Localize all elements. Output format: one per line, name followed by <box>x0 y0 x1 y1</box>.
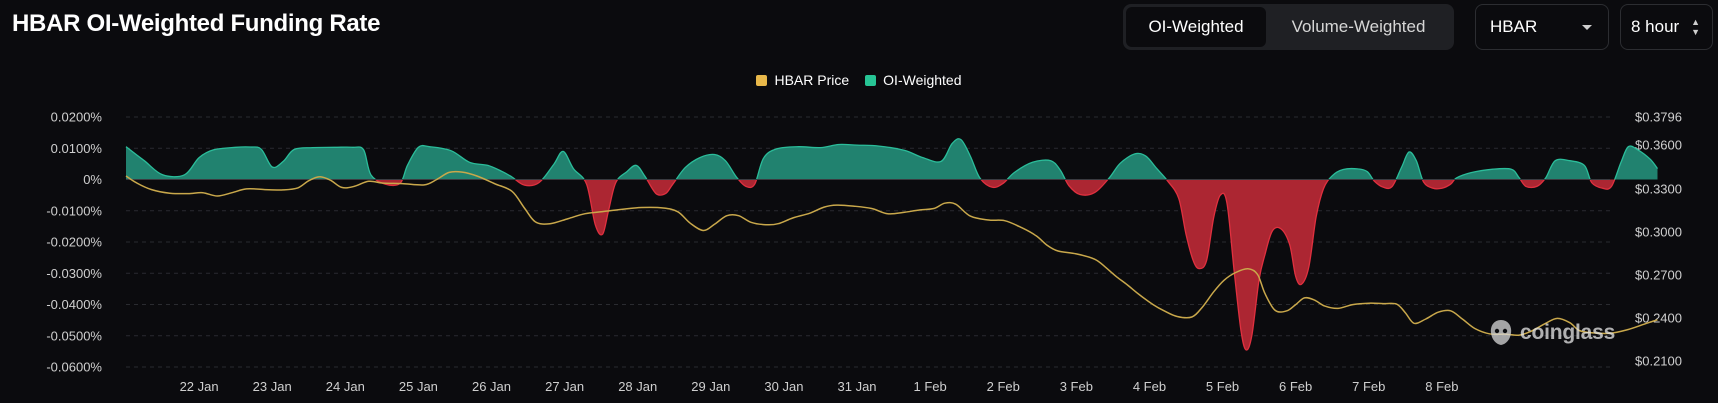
legend-swatch-oi <box>865 74 877 86</box>
funding-negative-area <box>126 179 1658 350</box>
watermark-text: coinglass <box>1520 321 1616 344</box>
x-tick-label: 8 Feb <box>1425 379 1458 394</box>
volume-weighted-tab[interactable]: Volume-Weighted <box>1291 17 1426 36</box>
x-tick-label: 22 Jan <box>180 379 219 394</box>
x-tick-label: 3 Feb <box>1060 379 1093 394</box>
funding-negative-line <box>374 179 1616 351</box>
x-tick-label: 27 Jan <box>545 379 584 394</box>
legend-label-price: HBAR Price <box>774 72 850 88</box>
interval-select-value: 8 hour <box>1631 17 1680 36</box>
y-left-tick-label: -0.0200% <box>46 235 102 250</box>
funding-positive-line <box>125 138 1659 180</box>
y-right-tick-label: $0.2100 <box>1635 354 1682 369</box>
y-right-tick-label: $0.3300 <box>1635 182 1682 197</box>
y-left-tick-label: 0.0100% <box>51 141 103 156</box>
up-down-chevron-icon: ▲ ▼ <box>1691 17 1700 37</box>
coin-select-value: HBAR <box>1490 17 1538 36</box>
legend-label-oi: OI-Weighted <box>883 72 962 88</box>
oi-weighted-tab[interactable]: OI-Weighted <box>1126 7 1266 47</box>
y-left-tick-label: 0.0200% <box>51 110 103 125</box>
y-left-tick-label: -0.0500% <box>46 328 102 343</box>
x-tick-label: 31 Jan <box>838 379 877 394</box>
y-left-tick-label: -0.0400% <box>46 297 102 312</box>
y-right-tick-label: $0.3796 <box>1635 110 1682 125</box>
chevron-down-icon <box>1582 25 1592 30</box>
x-tick-label: 6 Feb <box>1279 379 1312 394</box>
y-left-tick-label: -0.0100% <box>46 203 102 218</box>
y-right-tick-label: $0.3000 <box>1635 225 1682 240</box>
y-left-tick-label: -0.0300% <box>46 266 102 281</box>
x-tick-label: 4 Feb <box>1133 379 1166 394</box>
y-left-tick-label: -0.0600% <box>46 360 102 375</box>
x-tick-label: 7 Feb <box>1352 379 1385 394</box>
legend-swatch-price <box>756 74 768 86</box>
x-tick-label: 1 Feb <box>914 379 947 394</box>
x-tick-label: 28 Jan <box>618 379 657 394</box>
x-tick-label: 24 Jan <box>326 379 365 394</box>
watermark: coinglass <box>1488 318 1615 348</box>
coin-select[interactable]: HBAR <box>1475 4 1609 50</box>
legend-item-oi[interactable]: OI-Weighted <box>865 72 962 88</box>
y-left-tick-label: 0% <box>83 172 102 187</box>
x-tick-label: 30 Jan <box>764 379 803 394</box>
x-tick-label: 26 Jan <box>472 379 511 394</box>
legend-item-price[interactable]: HBAR Price <box>756 72 849 88</box>
x-tick-label: 25 Jan <box>399 379 438 394</box>
coinglass-logo-icon <box>1490 320 1512 345</box>
page-title: HBAR OI-Weighted Funding Rate <box>12 10 381 37</box>
x-tick-label: 5 Feb <box>1206 379 1239 394</box>
y-right-tick-label: $0.2400 <box>1635 311 1682 326</box>
weighting-toggle: OI-Weighted Volume-Weighted <box>1123 4 1454 50</box>
funding-positive-area <box>126 138 1658 180</box>
interval-select[interactable]: 8 hour ▲ ▼ <box>1620 4 1713 50</box>
y-right-tick-label: $0.3600 <box>1635 138 1682 153</box>
x-tick-label: 29 Jan <box>691 379 730 394</box>
y-right-tick-label: $0.2700 <box>1635 268 1682 283</box>
x-tick-label: 2 Feb <box>987 379 1020 394</box>
price-line <box>125 170 1658 337</box>
chart-legend: HBAR Price OI-Weighted <box>0 72 1718 88</box>
x-tick-label: 23 Jan <box>253 379 292 394</box>
